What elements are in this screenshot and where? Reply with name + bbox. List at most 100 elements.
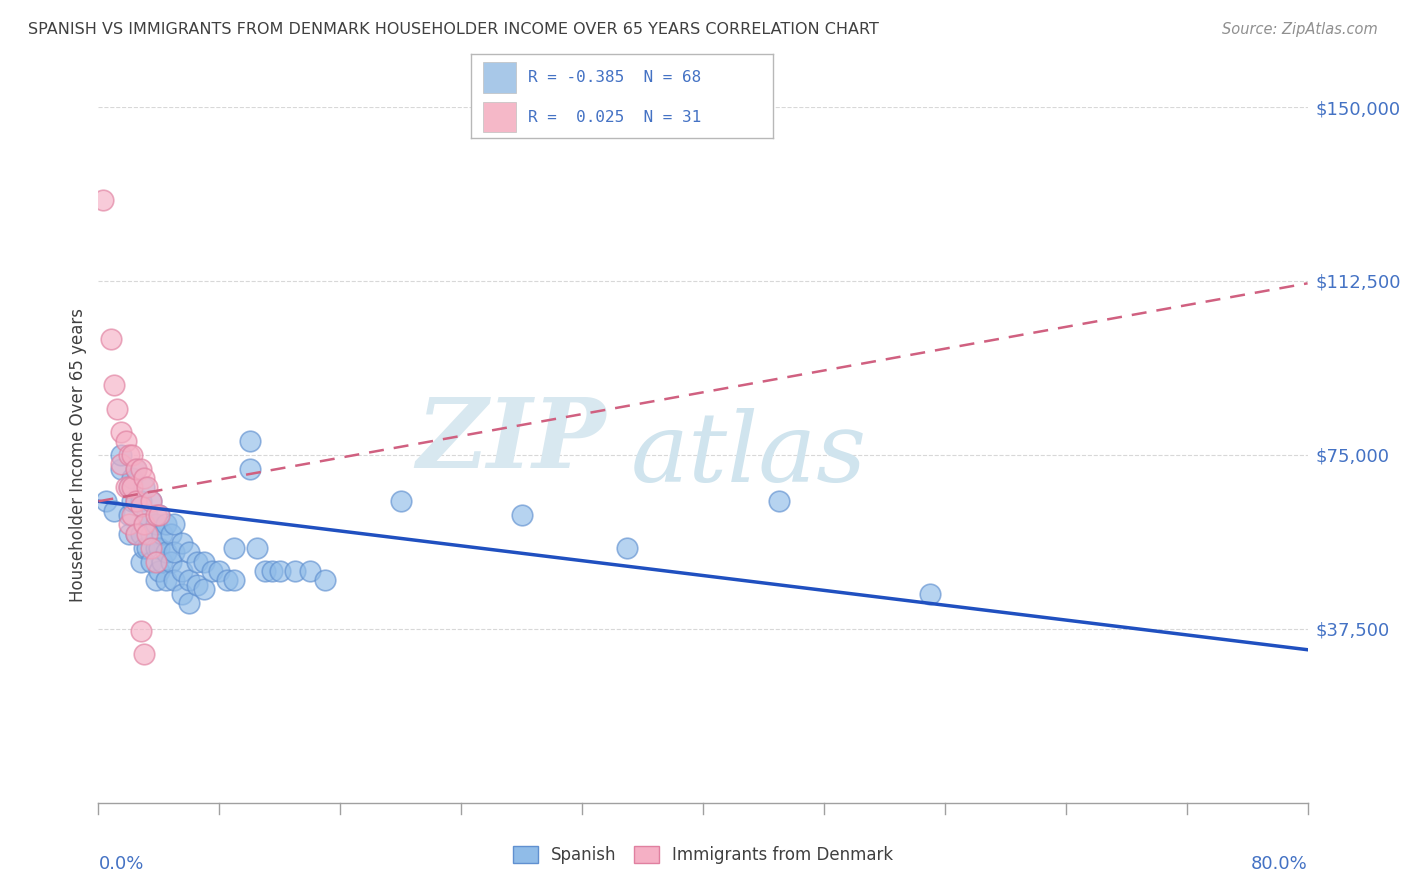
Text: Source: ZipAtlas.com: Source: ZipAtlas.com [1222, 22, 1378, 37]
Point [125, 494, 148, 508]
Point [246, 541, 269, 555]
Point [118, 508, 141, 523]
Point [918, 587, 941, 601]
Point [299, 564, 322, 578]
Point [145, 541, 167, 555]
Point [148, 508, 170, 523]
Text: R = -0.385  N = 68: R = -0.385 N = 68 [529, 70, 702, 85]
Point [141, 541, 163, 555]
Point [145, 517, 167, 532]
Point [163, 545, 186, 559]
Point [141, 555, 163, 569]
Point [193, 582, 215, 597]
Point [121, 494, 143, 508]
Point [262, 564, 284, 578]
Point [314, 573, 336, 587]
Point [616, 541, 638, 555]
Point [177, 545, 201, 559]
Point [121, 508, 143, 523]
Point [132, 517, 155, 532]
Point [103, 503, 125, 517]
Point [170, 564, 193, 578]
Point [148, 564, 170, 578]
Point [129, 526, 152, 541]
Point [105, 401, 128, 416]
Text: 80.0%: 80.0% [1251, 855, 1308, 873]
Point [148, 541, 170, 555]
Text: R =  0.025  N = 31: R = 0.025 N = 31 [529, 110, 702, 125]
Point [239, 434, 262, 448]
Point [155, 545, 177, 559]
Point [129, 499, 152, 513]
Point [118, 517, 141, 532]
Point [132, 480, 155, 494]
Point [118, 480, 141, 494]
Point [284, 564, 307, 578]
Point [135, 526, 157, 541]
FancyBboxPatch shape [484, 62, 516, 93]
Point [141, 494, 163, 508]
Point [155, 517, 177, 532]
Point [224, 573, 246, 587]
Point [389, 494, 412, 508]
Point [132, 648, 155, 662]
Point [141, 494, 163, 508]
Point [118, 480, 141, 494]
Point [193, 555, 215, 569]
Point [125, 494, 148, 508]
Point [145, 555, 167, 569]
Point [100, 332, 122, 346]
Point [129, 494, 152, 508]
Point [148, 508, 170, 523]
Point [125, 526, 148, 541]
Text: atlas: atlas [630, 408, 866, 502]
Point [110, 457, 132, 471]
Point [160, 526, 183, 541]
Point [121, 480, 143, 494]
Point [135, 480, 157, 494]
Point [177, 596, 201, 610]
Point [129, 624, 152, 639]
Point [215, 573, 238, 587]
Point [186, 555, 208, 569]
Point [186, 578, 208, 592]
Legend: Spanish, Immigrants from Denmark: Spanish, Immigrants from Denmark [506, 839, 900, 871]
FancyBboxPatch shape [484, 102, 516, 132]
Point [118, 448, 141, 462]
Y-axis label: Householder Income Over 65 years: Householder Income Over 65 years [69, 308, 87, 602]
Point [150, 555, 173, 569]
Point [170, 536, 193, 550]
Point [132, 471, 155, 485]
Point [129, 462, 152, 476]
Point [177, 573, 201, 587]
Point [150, 526, 173, 541]
Point [132, 517, 155, 532]
Point [160, 555, 183, 569]
Text: ZIP: ZIP [416, 394, 606, 488]
Point [135, 508, 157, 523]
Point [110, 448, 132, 462]
Point [91, 193, 114, 207]
Point [129, 555, 152, 569]
Point [201, 564, 224, 578]
Point [132, 541, 155, 555]
Point [145, 573, 167, 587]
Point [155, 573, 177, 587]
Point [510, 508, 533, 523]
Point [94, 77, 117, 91]
Point [125, 462, 148, 476]
Point [121, 471, 143, 485]
Point [125, 462, 148, 476]
Point [94, 494, 117, 508]
Point [768, 494, 790, 508]
Point [118, 526, 141, 541]
Point [141, 526, 163, 541]
Point [135, 541, 157, 555]
Point [208, 564, 231, 578]
Point [253, 564, 276, 578]
Text: 0.0%: 0.0% [98, 855, 143, 873]
Point [163, 573, 186, 587]
Point [239, 462, 262, 476]
Point [110, 425, 132, 439]
Point [224, 541, 246, 555]
